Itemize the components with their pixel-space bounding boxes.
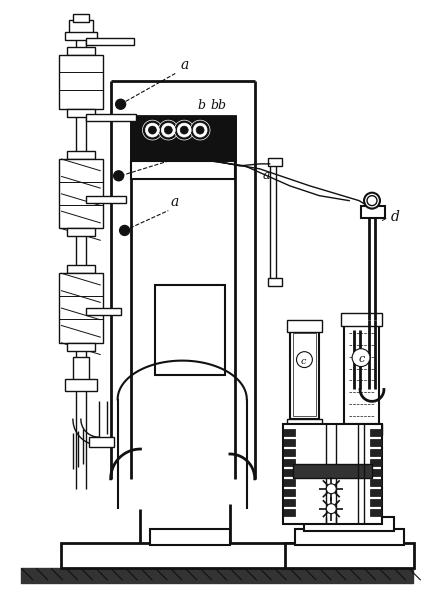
Bar xyxy=(89,437,114,447)
Bar xyxy=(86,114,135,121)
Bar xyxy=(283,469,295,476)
Circle shape xyxy=(174,120,194,140)
Bar xyxy=(341,313,382,326)
Bar xyxy=(370,439,382,446)
Bar xyxy=(268,278,282,286)
Bar xyxy=(67,109,95,117)
Text: a: a xyxy=(180,58,188,73)
Text: c: c xyxy=(300,356,306,365)
Bar xyxy=(268,158,282,166)
Bar xyxy=(67,265,95,273)
Bar xyxy=(59,273,103,343)
Text: d: d xyxy=(391,209,400,224)
Bar xyxy=(65,32,97,40)
Bar xyxy=(86,38,134,44)
Bar xyxy=(69,20,93,34)
Circle shape xyxy=(193,123,207,137)
Bar xyxy=(283,459,295,466)
Bar xyxy=(131,116,235,161)
Bar xyxy=(151,529,230,545)
Circle shape xyxy=(196,126,204,134)
Bar xyxy=(304,517,394,530)
Bar xyxy=(67,151,95,159)
Bar xyxy=(286,419,322,429)
Bar xyxy=(283,479,295,486)
Bar xyxy=(285,544,414,568)
Text: a: a xyxy=(170,194,178,209)
Bar xyxy=(59,159,103,229)
Circle shape xyxy=(190,120,210,140)
Bar xyxy=(67,47,95,55)
Bar xyxy=(283,449,295,456)
Circle shape xyxy=(352,349,370,367)
Bar xyxy=(73,356,89,382)
Circle shape xyxy=(326,484,336,494)
Circle shape xyxy=(158,120,178,140)
Bar xyxy=(283,499,295,506)
Bar xyxy=(283,424,382,524)
Bar xyxy=(283,439,295,446)
Bar xyxy=(370,499,382,506)
Text: bb: bb xyxy=(210,99,226,112)
Bar xyxy=(289,330,319,419)
Bar xyxy=(283,489,295,496)
Bar xyxy=(370,509,382,515)
Circle shape xyxy=(364,193,380,209)
Circle shape xyxy=(296,352,312,368)
Circle shape xyxy=(164,126,172,134)
Bar xyxy=(86,308,121,315)
Circle shape xyxy=(180,126,188,134)
Bar xyxy=(155,285,225,374)
Circle shape xyxy=(177,123,191,137)
Bar xyxy=(370,469,382,476)
Bar xyxy=(131,161,235,179)
Bar xyxy=(370,429,382,436)
Bar xyxy=(73,14,89,22)
Bar xyxy=(132,144,233,159)
Circle shape xyxy=(145,123,159,137)
Bar xyxy=(370,459,382,466)
Circle shape xyxy=(120,226,130,235)
Text: a: a xyxy=(178,145,187,159)
Bar xyxy=(370,449,382,456)
Bar xyxy=(67,229,95,236)
Circle shape xyxy=(367,196,377,206)
Text: c: c xyxy=(358,353,364,364)
Bar xyxy=(65,379,97,391)
Bar xyxy=(344,325,379,424)
Bar xyxy=(341,424,382,435)
Circle shape xyxy=(326,503,336,514)
Bar xyxy=(370,489,382,496)
Circle shape xyxy=(148,126,156,134)
Bar xyxy=(86,196,125,203)
Bar xyxy=(286,320,322,332)
Text: b: b xyxy=(197,99,205,112)
Bar xyxy=(283,509,295,515)
Bar xyxy=(61,544,309,568)
Bar xyxy=(59,55,103,109)
Text: a: a xyxy=(263,169,270,182)
Bar xyxy=(293,333,316,416)
Circle shape xyxy=(161,123,175,137)
Bar xyxy=(295,529,404,545)
Bar xyxy=(361,206,385,218)
Circle shape xyxy=(142,120,162,140)
Bar xyxy=(370,479,382,486)
Circle shape xyxy=(114,171,124,181)
Bar xyxy=(283,429,295,436)
Bar xyxy=(67,343,95,350)
Bar xyxy=(293,464,372,478)
Circle shape xyxy=(115,99,125,109)
